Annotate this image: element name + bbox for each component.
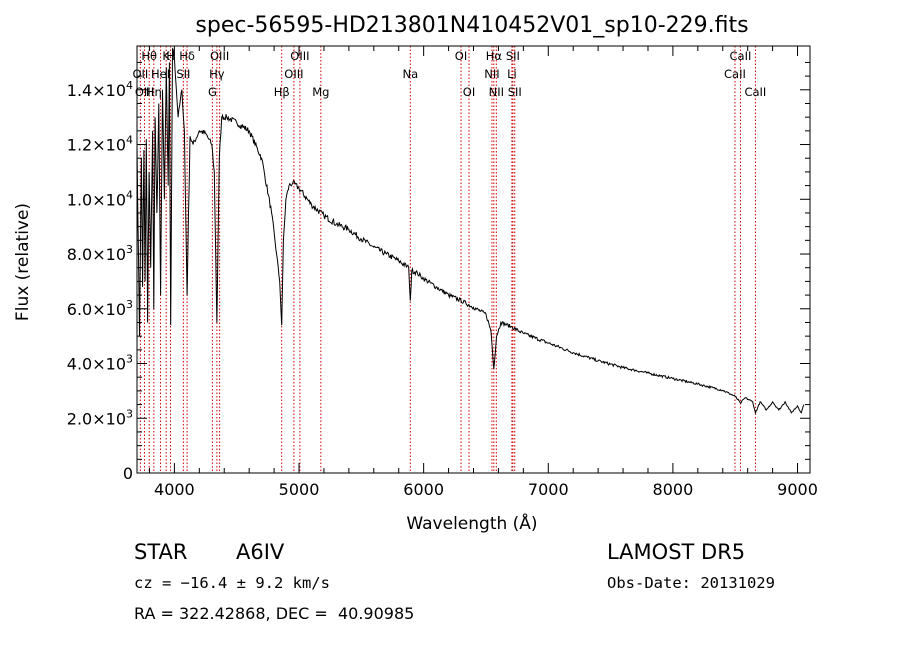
spectral-line-label: NII bbox=[489, 85, 504, 99]
y-axis-label: Flux (relative) bbox=[13, 203, 33, 321]
y-tick-label: 2.0×103 bbox=[67, 407, 133, 428]
spectral-line-label: OIII bbox=[290, 49, 309, 63]
spectral-line-label: NII bbox=[484, 67, 499, 81]
spectral-line-label: Hα bbox=[486, 49, 503, 63]
spectral-line-label: G bbox=[208, 85, 217, 99]
spectral-line-label: Mg bbox=[312, 85, 329, 99]
y-tick-label: 1.4×104 bbox=[67, 79, 133, 100]
spectral-line-label: OI bbox=[455, 49, 467, 63]
x-tick-label: 9000 bbox=[777, 480, 818, 499]
redshift-text: cz = −16.4 ± 9.2 km/s bbox=[134, 574, 330, 592]
spectral-line-label: OIII bbox=[135, 85, 154, 99]
x-tick-label: 4000 bbox=[154, 480, 195, 499]
y-tick-label: 1.2×104 bbox=[67, 134, 133, 155]
spectral-line-label: OI bbox=[463, 85, 475, 99]
spectral-line-label: CaII bbox=[744, 85, 766, 99]
plot-frame bbox=[136, 45, 811, 474]
spectral-line-label: Hδ bbox=[179, 49, 195, 63]
x-tick-label: 8000 bbox=[653, 480, 694, 499]
spectral-line-labels: HθOIIOIIIHηHeIKHSIIHδGHγOIIIHβOIIIOIIIMg… bbox=[132, 49, 766, 99]
y-tick-label: 6.0×103 bbox=[67, 298, 133, 319]
x-axis-label: Wavelength (Å) bbox=[406, 512, 537, 534]
spectral-line-label: CaII bbox=[724, 67, 746, 81]
spectral-line-label: K bbox=[162, 49, 170, 63]
spectral-line-label: Hθ bbox=[141, 49, 157, 63]
survey-name: LAMOST DR5 bbox=[607, 540, 746, 564]
spectral-line-label: Na bbox=[402, 67, 418, 81]
spectral-line-label: H bbox=[166, 49, 175, 63]
spectral-line-label: OII bbox=[132, 67, 148, 81]
spectral-line-label: Hγ bbox=[209, 67, 225, 81]
spectral-line-label: HeI bbox=[151, 67, 170, 81]
y-tick-label: 8.0×103 bbox=[67, 243, 133, 264]
obs-date: Obs-Date: 20131029 bbox=[607, 574, 775, 592]
spectral-line-label: CaII bbox=[730, 49, 752, 63]
spectral-line-markers bbox=[139, 46, 756, 473]
x-tick-label: 6000 bbox=[403, 480, 444, 499]
y-tick-label: 0 bbox=[123, 464, 133, 483]
spectral-line-label: SII bbox=[508, 85, 522, 99]
spectral-line-label: Hβ bbox=[274, 85, 290, 99]
spectral-line-label: OIII bbox=[284, 67, 303, 81]
object-subclass: A6IV bbox=[236, 540, 285, 564]
object-class: STAR bbox=[134, 540, 188, 564]
spectral-line-label: SII bbox=[176, 67, 190, 81]
y-tick-label: 1.0×104 bbox=[67, 188, 133, 209]
y-axis: 0 2.0×103 4.0×103 6.0×103 8.0×103 1.0×104 1.2×… bbox=[67, 61, 810, 483]
ra-dec: RA = 322.42868, DEC = 40.90985 bbox=[134, 604, 415, 623]
chart-title: spec-56595-HD213801N410452V01_sp10-229.f… bbox=[195, 13, 748, 38]
spectral-line-label: Li bbox=[507, 67, 517, 81]
spectral-line-label: Hη bbox=[146, 85, 162, 99]
y-tick-label: 4.0×103 bbox=[67, 353, 133, 374]
x-tick-label: 7000 bbox=[528, 480, 569, 499]
x-tick-label: 5000 bbox=[279, 480, 320, 499]
spectral-line-label: SII bbox=[506, 49, 520, 63]
x-axis: 4000 5000 6000 7000 8000 9000 bbox=[148, 46, 818, 499]
spectrum-line bbox=[136, 47, 805, 415]
spectral-line-label: OIII bbox=[210, 49, 229, 63]
